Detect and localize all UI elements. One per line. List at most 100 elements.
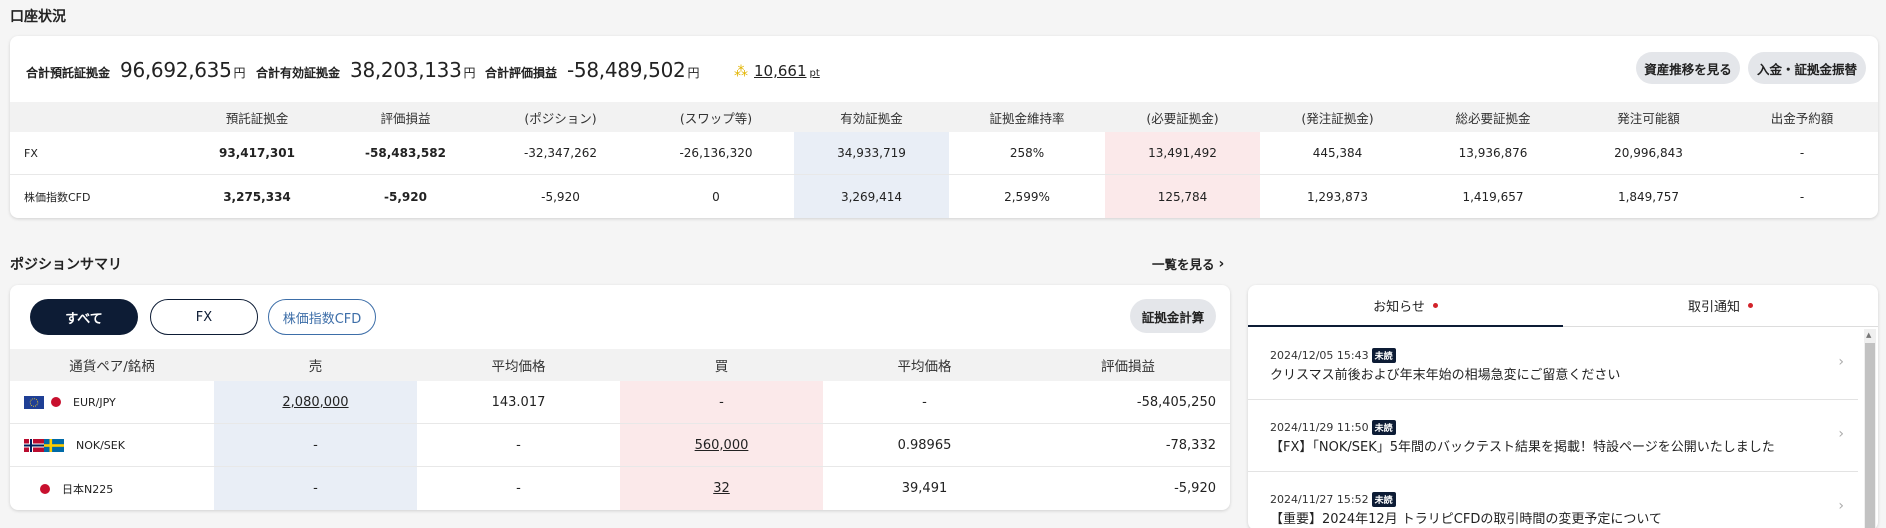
total-deposit-summary: 合計預託証拠金 96,692,635 円 bbox=[26, 58, 246, 82]
points-unit: pt bbox=[809, 68, 820, 79]
news-date: 2024/12/05 15:43 bbox=[1270, 349, 1369, 362]
news-item[interactable]: 2024/11/29 11:50 未読 【FX】「NOK/SEK」5年間のバック… bbox=[1248, 400, 1858, 472]
eu-flag-icon bbox=[24, 395, 44, 409]
header-cell: 有効証拠金 bbox=[840, 110, 903, 126]
view-all-link[interactable]: 一覧を見る › bbox=[1152, 254, 1224, 273]
notifications-card: お知らせ 取引通知 2024/12/05 15:43 未読 クリスマス前後および… bbox=[1248, 285, 1878, 528]
summary-label: 合計有効証拠金 bbox=[256, 66, 341, 80]
position-summary-card: すべて FX 株価指数CFD 証拠金計算 通貨ペア/銘柄 売 平均価格 買 平均… bbox=[10, 285, 1230, 510]
flag-pair bbox=[24, 395, 61, 409]
buy-qty: - bbox=[620, 381, 823, 423]
table-cell: 20,996,843 bbox=[1614, 146, 1683, 160]
news-scrollbar[interactable]: ▲ bbox=[1864, 329, 1876, 528]
table-cell: 2,599% bbox=[1004, 189, 1050, 204]
points-value[interactable]: 10,661 bbox=[754, 62, 807, 80]
table-cell: -5,920 bbox=[384, 189, 427, 204]
unread-badge: 未読 bbox=[1371, 420, 1396, 435]
buy-qty-link[interactable]: 32 bbox=[620, 467, 823, 510]
chevron-right-icon: › bbox=[1838, 498, 1844, 514]
scrollbar-thumb[interactable] bbox=[1865, 343, 1875, 528]
table-cell: 1,419,657 bbox=[1462, 189, 1524, 204]
news-title: 【FX】「NOK/SEK」5年間のバックテスト結果を掲載！特設ページを公開いたし… bbox=[1270, 440, 1775, 455]
buy-avg-price: 0.98965 bbox=[897, 437, 952, 453]
tab-news[interactable]: お知らせ bbox=[1248, 285, 1563, 327]
pair-name: 日本N225 bbox=[62, 482, 114, 496]
pl-value: -78,332 bbox=[1165, 437, 1216, 453]
table-cell: - bbox=[1799, 189, 1805, 204]
header-cell: 評価損益 bbox=[380, 110, 431, 126]
position-row-n225[interactable]: 日本N225 - - 32 39,491 -5,920 bbox=[10, 467, 1230, 510]
summary-unit: 円 bbox=[463, 66, 476, 80]
se-flag-icon bbox=[44, 438, 64, 452]
account-row-fx: FX 93,417,301 -58,483,582 -32,347,262 -2… bbox=[10, 132, 1878, 175]
tab-trade-notifications[interactable]: 取引通知 bbox=[1563, 285, 1878, 326]
tab-index-cfd[interactable]: 株価指数CFD bbox=[268, 299, 376, 335]
points-display[interactable]: ⁂ 10,661 pt bbox=[734, 62, 820, 80]
sell-qty: - bbox=[214, 424, 417, 466]
unread-dot-icon bbox=[1432, 303, 1438, 308]
table-cell: -32,347,262 bbox=[523, 146, 598, 160]
header-cell: (発注証拠金) bbox=[1301, 110, 1374, 126]
view-all-label: 一覧を見る bbox=[1152, 257, 1215, 272]
news-date-line: 2024/11/29 11:50 未読 bbox=[1270, 420, 1396, 435]
position-table-header: 通貨ペア/銘柄 売 平均価格 買 平均価格 評価損益 bbox=[10, 349, 1230, 381]
buy-qty-link[interactable]: 560,000 bbox=[620, 424, 823, 466]
pair-cell: EUR/JPY bbox=[10, 381, 214, 423]
pair-cell: NOK/SEK bbox=[10, 424, 214, 466]
sell-qty: - bbox=[214, 467, 417, 510]
unread-badge: 未読 bbox=[1371, 348, 1396, 363]
pair-cell: 日本N225 bbox=[10, 467, 214, 510]
jp-flag-icon bbox=[51, 397, 61, 407]
header-cell: (スワップ等) bbox=[679, 110, 753, 126]
header-cell: 通貨ペア/銘柄 bbox=[69, 359, 155, 375]
summary-label: 合計預託証拠金 bbox=[26, 66, 111, 80]
scroll-up-icon[interactable]: ▲ bbox=[1866, 331, 1872, 339]
header-cell: 発注可能額 bbox=[1617, 110, 1680, 126]
stars-icon: ⁂ bbox=[734, 64, 748, 80]
chevron-right-icon: › bbox=[1838, 426, 1844, 442]
pl-value: -5,920 bbox=[1174, 481, 1216, 496]
table-cell: 1,849,757 bbox=[1617, 189, 1680, 204]
news-item[interactable]: 2024/11/27 15:52 未読 【重要】2024年12月 トラリピCFD… bbox=[1248, 472, 1858, 528]
table-cell: -58,483,582 bbox=[365, 146, 446, 160]
header-cell: 出金予約額 bbox=[1770, 110, 1834, 126]
summary-unit: 円 bbox=[233, 66, 246, 80]
chevron-right-icon: › bbox=[1838, 354, 1844, 370]
account-status-title: 口座状況 bbox=[10, 9, 66, 25]
table-cell: -26,136,320 bbox=[679, 146, 753, 160]
account-summary-bar: 合計預託証拠金 96,692,635 円 合計有効証拠金 38,203,133 … bbox=[10, 36, 1878, 102]
table-cell: 445,384 bbox=[1312, 146, 1363, 160]
header-cell: 総必要証拠金 bbox=[1455, 110, 1531, 126]
jp-flag-icon bbox=[40, 483, 50, 494]
sell-avg-price: - bbox=[516, 481, 521, 496]
table-cell: 3,275,334 bbox=[223, 189, 291, 204]
news-date-line: 2024/11/27 15:52 未読 bbox=[1270, 492, 1396, 507]
header-cell: 評価損益 bbox=[1101, 359, 1155, 375]
account-table: 預託証拠金 評価損益 (ポジション) (スワップ等) 有効証拠金 証拠金維持率 … bbox=[10, 102, 1878, 218]
tab-all[interactable]: すべて bbox=[30, 299, 138, 335]
pair-name: EUR/JPY bbox=[73, 395, 116, 409]
unread-dot-icon bbox=[1748, 303, 1753, 308]
sell-qty-link[interactable]: 2,080,000 bbox=[214, 381, 417, 423]
news-date-line: 2024/12/05 15:43 未読 bbox=[1270, 348, 1396, 363]
tab-fx[interactable]: FX bbox=[150, 299, 258, 335]
summary-label: 合計評価損益 bbox=[485, 66, 558, 80]
news-title: 【重要】2024年12月 トラリピCFDの取引時間の変更予定について bbox=[1270, 512, 1662, 527]
table-cell: 1,293,873 bbox=[1306, 189, 1369, 204]
buy-avg-price: - bbox=[922, 394, 927, 410]
summary-unit: 円 bbox=[687, 66, 700, 80]
news-item[interactable]: 2024/12/05 15:43 未読 クリスマス前後および年末年始の相場急変に… bbox=[1248, 328, 1858, 400]
position-row-noksek[interactable]: NOK/SEK - - 560,000 0.98965 -78,332 bbox=[10, 424, 1230, 467]
summary-value: -58,489,502 bbox=[567, 58, 686, 82]
position-row-eurjpy[interactable]: EUR/JPY 2,080,000 143.017 - - -58,405,25… bbox=[10, 381, 1230, 424]
header-cell: 預託証拠金 bbox=[225, 110, 289, 126]
margin-calc-button[interactable]: 証拠金計算 bbox=[1130, 299, 1216, 333]
header-cell: (必要証拠金) bbox=[1146, 110, 1219, 126]
table-cell: 13,936,876 bbox=[1458, 146, 1528, 160]
asset-history-button[interactable]: 資産推移を見る bbox=[1636, 52, 1740, 84]
deposit-transfer-button[interactable]: 入金・証拠金振替 bbox=[1748, 52, 1866, 84]
summary-value: 38,203,133 bbox=[350, 58, 462, 82]
table-cell: 0 bbox=[712, 189, 720, 204]
account-row-cfd: 株価指数CFD 3,275,334 -5,920 -5,920 0 3,269,… bbox=[10, 175, 1878, 218]
summary-value: 96,692,635 bbox=[120, 58, 232, 82]
